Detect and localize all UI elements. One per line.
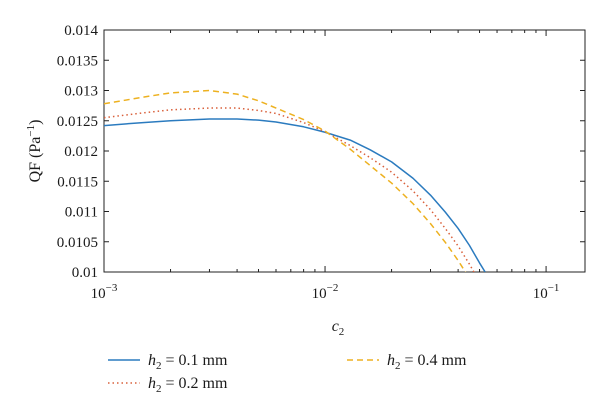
y-axis-label-main: QF (Pa [27,137,44,183]
x-tick-label-base: 10 [91,286,106,302]
x-tick-label: 10−3 [91,282,118,302]
y-tick-label: 0.013 [64,84,98,100]
legend-label-0: h2 = 0.1 mm [148,352,228,372]
y-tick-label: 0.014 [64,23,98,39]
x-axis-label-var: c [332,318,339,335]
x-tick-label-exp: −2 [327,282,339,294]
plot-frame [103,29,586,273]
y-axis-label-sup: −1 [25,125,37,137]
y-tick-label: 0.01 [72,265,98,281]
x-axis-label-sub: 2 [339,326,345,338]
y-tick-label: 0.011 [65,205,98,221]
legend-item-2: h2 = 0.4 mm [347,352,467,372]
series-line-0 [104,118,486,272]
x-tick-label-exp: −1 [548,282,560,294]
legend: h2 = 0.1 mm h2 = 0.2 mm h2 = 0.4 mm [108,352,467,395]
legend-label-2: h2 = 0.4 mm [387,352,467,372]
y-tick-label: 0.0105 [57,235,98,251]
y-tick-label: 0.0125 [57,114,98,130]
series-line-2 [104,89,467,272]
x-tick-label: 10−2 [312,282,339,302]
x-axis-label: c2 [332,318,345,338]
y-tick-label: 0.012 [64,144,98,160]
y-axis-ticks: 0.01 0.0105 0.011 0.0115 0.012 0.0125 0.013 0.0… [57,23,585,281]
x-axis-ticks: 10−3 10−2 10−1 [91,30,560,302]
legend-item-0: h2 = 0.1 mm [108,352,228,372]
y-tick-label: 0.0115 [57,174,98,190]
series-layer [104,89,486,272]
legend-item-1: h2 = 0.2 mm [108,375,228,395]
y-axis-label-close: ) [27,120,44,125]
x-tick-label-exp: −3 [106,282,118,294]
x-tick-label-base: 10 [533,286,548,302]
y-axis-label: QF (Pa−1) [25,120,44,183]
x-tick-label-base: 10 [312,286,327,302]
y-tick-label: 0.0135 [57,53,98,69]
legend-label-1: h2 = 0.2 mm [148,375,228,395]
series-line-1 [104,107,475,272]
x-tick-label: 10−1 [533,282,560,302]
